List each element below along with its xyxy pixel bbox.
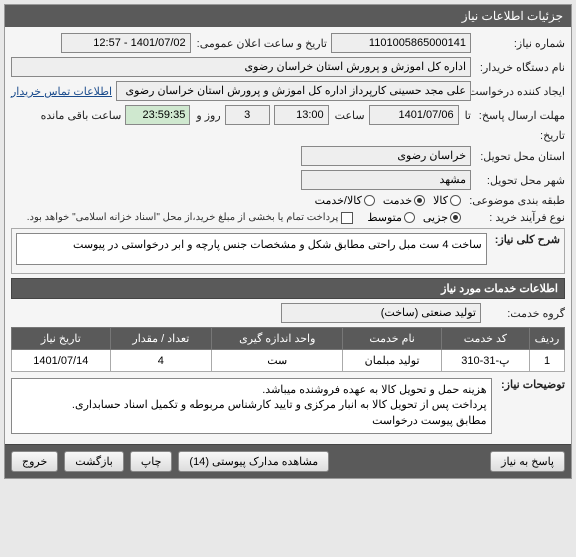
radio-medium[interactable]: متوسط (367, 211, 415, 224)
history-label: تاریخ: (475, 129, 565, 142)
radio-service-dot (414, 195, 425, 206)
table-header-row: ردیف کد خدمت نام خدمت واحد اندازه گیری ت… (12, 328, 565, 350)
window-titlebar: جزئیات اطلاعات نیاز (5, 5, 571, 27)
buyer-contact-link[interactable]: اطلاعات تماس خریدار (11, 85, 112, 98)
cell-need-date: 1401/07/14 (12, 350, 111, 372)
cell-service-name: تولید مبلمان (343, 350, 441, 372)
radio-both-dot (364, 195, 375, 206)
buy-type-label: نوع فرآیند خرید : (465, 211, 565, 224)
need-description-frame: شرح کلی نیاز: ساخت 4 ست مبل راحتی مطابق … (11, 228, 565, 274)
time-remaining: 23:59:35 (125, 105, 190, 125)
announce-date-label: تاریخ و ساعت اعلان عمومی: (195, 37, 327, 50)
deadline-time-label: ساعت (333, 109, 365, 122)
deadline-date: 1401/07/06 (369, 105, 459, 125)
window-title: جزئیات اطلاعات نیاز (462, 9, 563, 23)
col-qty: تعداد / مقدار (110, 328, 211, 350)
footer-toolbar: خروج بازگشت چاپ مشاهده مدارک پیوستی (14)… (5, 444, 571, 478)
services-section-header: اطلاعات خدمات مورد نیاز (11, 278, 565, 299)
deliver-province-label: استان محل تحویل: (475, 150, 565, 163)
buy-type-group: جزیی متوسط (367, 211, 461, 224)
attachments-button[interactable]: مشاهده مدارک پیوستی (14) (178, 451, 329, 472)
radio-medium-dot (404, 212, 415, 223)
col-need-date: تاریخ نیاز (12, 328, 111, 350)
services-table: ردیف کد خدمت نام خدمت واحد اندازه گیری ت… (11, 327, 565, 372)
days-remaining: 3 (225, 105, 270, 125)
service-group-value: تولید صنعتی (ساخت) (281, 303, 481, 323)
announce-date-value: 1401/07/02 - 12:57 (61, 33, 191, 53)
col-unit: واحد اندازه گیری (212, 328, 343, 350)
radio-both[interactable]: کالا/خدمت (315, 194, 375, 207)
radio-goods-label: کالا (433, 194, 448, 207)
buyer-value: اداره کل اموزش و پرورش استان خراسان رضوی (11, 57, 471, 77)
cell-unit: ست (212, 350, 343, 372)
deliver-city-value: مشهد (301, 170, 471, 190)
deliver-province-value: خراسان رضوی (301, 146, 471, 166)
radio-service-label: خدمت (383, 194, 412, 207)
radio-medium-label: متوسط (367, 211, 402, 224)
radio-service[interactable]: خدمت (383, 194, 425, 207)
table-row[interactable]: 1 پ-31-310 تولید مبلمان ست 4 1401/07/14 (12, 350, 565, 372)
col-service-code: کد خدمت (441, 328, 529, 350)
creator-label: ایجاد کننده درخواست: (475, 85, 565, 98)
classification-group: کالا خدمت کالا/خدمت (315, 194, 461, 207)
classification-label: طبقه بندی موضوعی: (465, 194, 565, 207)
exit-button[interactable]: خروج (11, 451, 58, 472)
window-content: شماره نیاز: 1101005865000141 تاریخ و ساع… (5, 27, 571, 444)
radio-goods[interactable]: کالا (433, 194, 461, 207)
cell-row-no: 1 (530, 350, 565, 372)
print-button[interactable]: چاپ (130, 451, 173, 472)
need-number-value: 1101005865000141 (331, 33, 471, 53)
cell-service-code: پ-31-310 (441, 350, 529, 372)
deadline-time: 13:00 (274, 105, 329, 125)
radio-both-label: کالا/خدمت (315, 194, 362, 207)
payment-checkbox-wrap: پرداخت تمام یا بخشی از مبلغ خرید،از محل … (27, 212, 354, 224)
deliver-city-label: شهر محل تحویل: (475, 174, 565, 187)
service-group-label: گروه خدمت: (485, 307, 565, 320)
deadline-until: تا (463, 109, 471, 122)
need-desc-label: شرح کلی نیاز: (491, 233, 560, 246)
radio-minor-dot (450, 212, 461, 223)
need-number-label: شماره نیاز: (475, 37, 565, 50)
remaining-label: ساعت باقی مانده (39, 109, 122, 122)
radio-goods-dot (450, 195, 461, 206)
radio-minor[interactable]: جزیی (423, 211, 461, 224)
payment-checkbox[interactable] (341, 212, 353, 224)
col-row-no: ردیف (530, 328, 565, 350)
cell-qty: 4 (110, 350, 211, 372)
creator-value: علی مجد حسینی کارپرداز اداره کل اموزش و … (116, 81, 471, 101)
notes-label: توضیحات نیاز: (496, 378, 565, 391)
payment-note: پرداخت تمام یا بخشی از مبلغ خرید،از محل … (27, 212, 339, 223)
notes-value: هزینه حمل و تحویل کالا به عهده فروشنده م… (11, 378, 492, 434)
days-label: روز و (194, 109, 220, 122)
radio-minor-label: جزیی (423, 211, 448, 224)
footer-spacer (335, 451, 484, 472)
buyer-label: نام دستگاه خریدار: (475, 61, 565, 74)
back-button[interactable]: بازگشت (64, 451, 124, 472)
need-desc-value: ساخت 4 ست مبل راحتی مطابق شکل و مشخصات ج… (16, 233, 487, 265)
col-service-name: نام خدمت (343, 328, 441, 350)
respond-button[interactable]: پاسخ به نیاز (490, 451, 565, 472)
dialog-window: جزئیات اطلاعات نیاز شماره نیاز: 11010058… (4, 4, 572, 479)
deadline-label: مهلت ارسال پاسخ: (475, 109, 565, 122)
